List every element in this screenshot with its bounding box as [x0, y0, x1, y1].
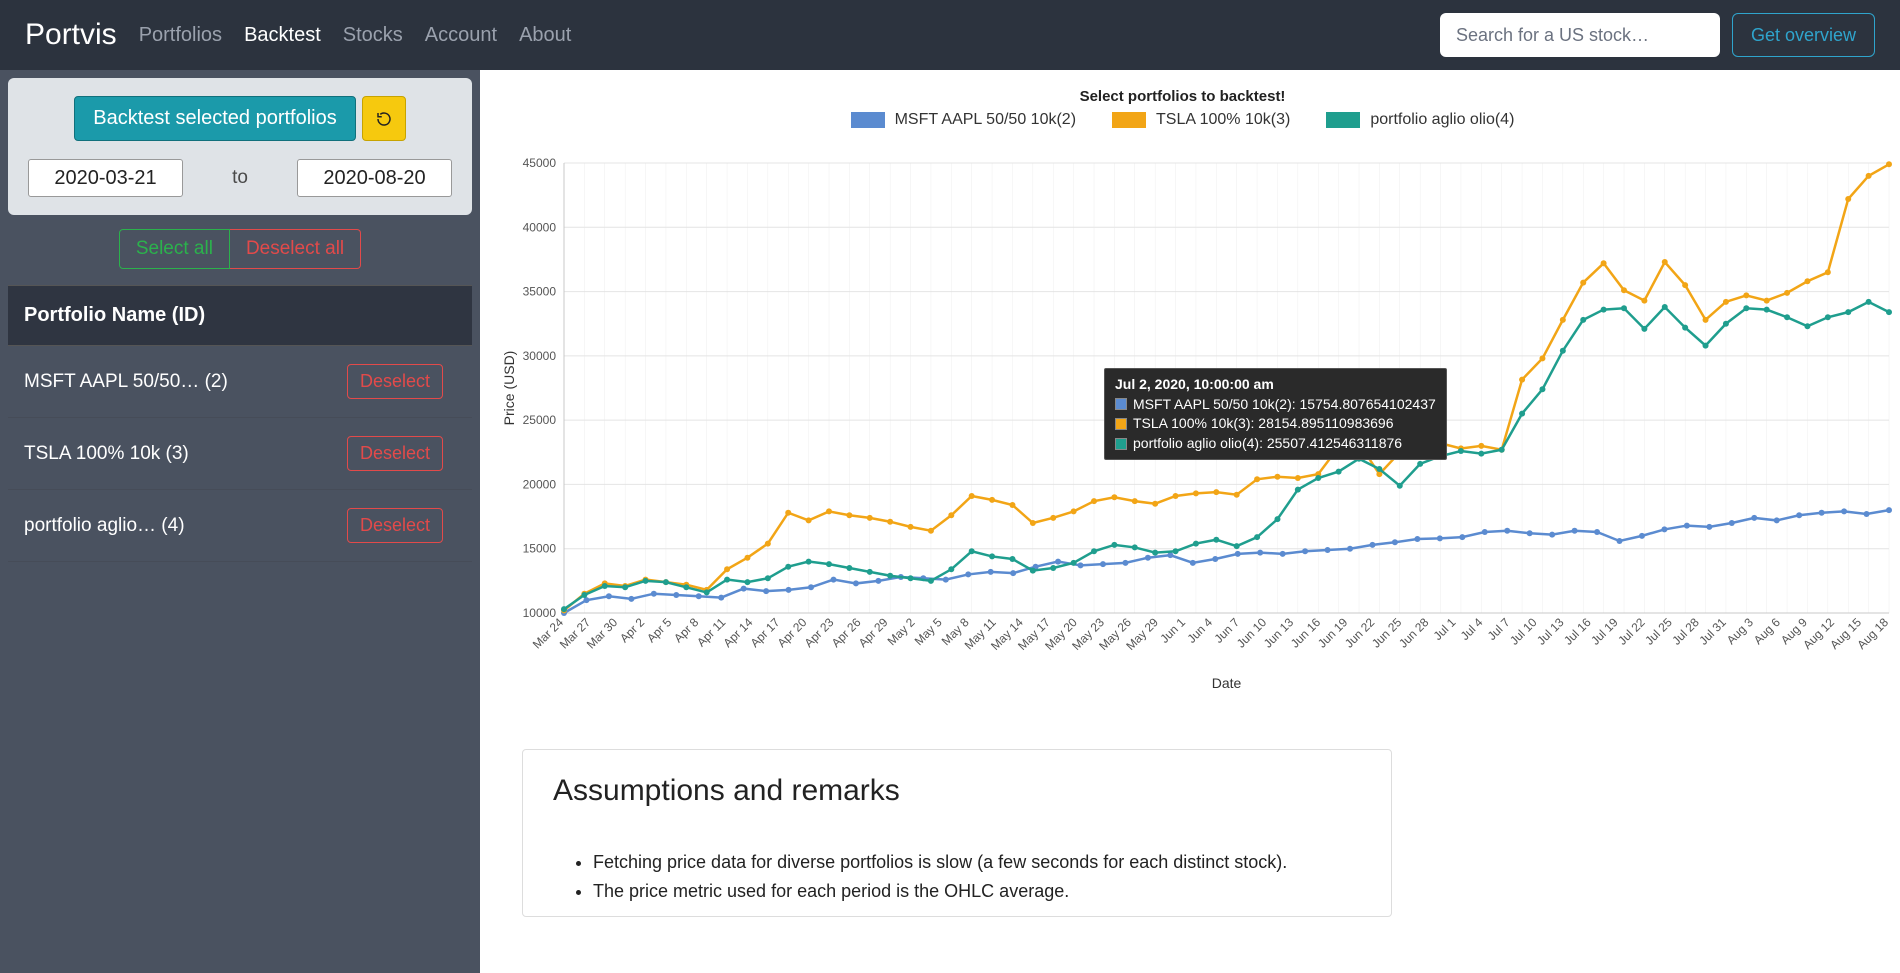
- svg-text:Aug 6: Aug 6: [1751, 615, 1783, 647]
- svg-text:Jul 19: Jul 19: [1588, 615, 1621, 648]
- svg-text:Aug 3: Aug 3: [1724, 615, 1756, 647]
- legend-item[interactable]: portfolio aglio olio(4): [1326, 111, 1514, 129]
- deselect-button[interactable]: Deselect: [347, 508, 443, 543]
- svg-text:Jun 4: Jun 4: [1184, 615, 1215, 646]
- svg-text:Jul 31: Jul 31: [1696, 615, 1729, 648]
- svg-text:Jul 10: Jul 10: [1507, 615, 1540, 648]
- date-from-input[interactable]: [28, 159, 183, 197]
- sidebar-panel: Backtest selected portfolios to: [8, 78, 472, 215]
- portfolio-name: TSLA 100% 10k (3): [24, 443, 334, 465]
- tooltip-date: Jul 2, 2020, 10:00:00 am: [1115, 375, 1436, 395]
- svg-text:Apr 23: Apr 23: [802, 615, 837, 650]
- chart-legend: MSFT AAPL 50/50 10k(2) TSLA 100% 10k(3) po…: [480, 111, 1885, 129]
- select-all-button[interactable]: Select all: [119, 229, 230, 269]
- legend-label: portfolio aglio olio(4): [1370, 111, 1514, 129]
- svg-text:20000: 20000: [523, 477, 557, 491]
- legend-swatch: [851, 112, 885, 128]
- svg-text:Jul 1: Jul 1: [1431, 615, 1459, 643]
- legend-label: TSLA 100% 10k(3): [1156, 111, 1290, 129]
- chart-area[interactable]: 10000 15000 20000 25000 30000 35000 40000 45000…: [494, 133, 1894, 723]
- svg-text:Apr 2: Apr 2: [617, 615, 647, 645]
- nav-link-stocks[interactable]: Stocks: [343, 24, 403, 47]
- remarks-heading: Assumptions and remarks: [553, 774, 1361, 808]
- svg-text:Jun 1: Jun 1: [1157, 615, 1188, 646]
- svg-text:Jul 16: Jul 16: [1561, 615, 1594, 648]
- svg-text:Apr 26: Apr 26: [829, 615, 864, 650]
- svg-text:Apr 5: Apr 5: [644, 615, 674, 645]
- svg-text:Jul 28: Jul 28: [1669, 615, 1702, 648]
- sidebar: Backtest selected portfolios to Select a…: [0, 70, 480, 973]
- nav-link-portfolios[interactable]: Portfolios: [139, 24, 222, 47]
- refresh-icon: [375, 110, 393, 128]
- nav-link-account[interactable]: Account: [425, 24, 497, 47]
- tooltip-swatch: [1115, 398, 1127, 410]
- svg-text:Apr 17: Apr 17: [748, 615, 783, 650]
- svg-text:Jun 28: Jun 28: [1396, 615, 1432, 651]
- deselect-all-button[interactable]: Deselect all: [230, 229, 361, 269]
- svg-text:Aug 18: Aug 18: [1854, 615, 1891, 652]
- deselect-button[interactable]: Deselect: [347, 436, 443, 471]
- deselect-button[interactable]: Deselect: [347, 364, 443, 399]
- chart-tooltip: Jul 2, 2020, 10:00:00 am MSFT AAPL 50/50…: [1104, 368, 1447, 460]
- svg-text:Apr 20: Apr 20: [775, 615, 810, 650]
- legend-item[interactable]: MSFT AAPL 50/50 10k(2): [851, 111, 1076, 129]
- remarks-list: Fetching price data for diverse portfoli…: [553, 848, 1361, 906]
- svg-text:Mar 30: Mar 30: [584, 615, 621, 652]
- svg-text:Jul 22: Jul 22: [1615, 615, 1648, 648]
- tooltip-row: TSLA 100% 10k(3): 28154.895110983696: [1115, 414, 1436, 434]
- nav-link-backtest[interactable]: Backtest: [244, 24, 321, 47]
- svg-text:Apr 14: Apr 14: [721, 615, 756, 650]
- legend-swatch: [1326, 112, 1360, 128]
- date-to-label: to: [232, 167, 248, 189]
- svg-text:15000: 15000: [523, 542, 557, 556]
- svg-text:Jul 13: Jul 13: [1534, 615, 1567, 648]
- main-content: Select portfolios to backtest! MSFT AAPL…: [480, 70, 1900, 973]
- backtest-button[interactable]: Backtest selected portfolios: [74, 96, 355, 141]
- svg-text:Price (USD): Price (USD): [501, 351, 517, 426]
- tooltip-row: portfolio aglio olio(4): 25507.412546311…: [1115, 434, 1436, 454]
- select-button-group: Select all Deselect all: [119, 229, 361, 269]
- chart-title: Select portfolios to backtest!: [480, 88, 1885, 105]
- svg-text:Jul 25: Jul 25: [1642, 615, 1675, 648]
- svg-text:May 2: May 2: [885, 615, 918, 648]
- portfolio-name: portfolio aglio… (4): [24, 515, 334, 537]
- legend-item[interactable]: TSLA 100% 10k(3): [1112, 111, 1290, 129]
- portfolio-name: MSFT AAPL 50/50… (2): [24, 371, 334, 393]
- table-header-name: Portfolio Name (ID): [24, 304, 334, 327]
- refresh-button[interactable]: [362, 96, 406, 141]
- remarks-card: Assumptions and remarks Fetching price d…: [522, 749, 1392, 917]
- svg-text:10000: 10000: [523, 606, 557, 620]
- svg-text:30000: 30000: [523, 349, 557, 363]
- brand[interactable]: Portvis: [25, 18, 117, 52]
- table-row: portfolio aglio… (4) Deselect: [8, 490, 472, 562]
- tooltip-swatch: [1115, 418, 1127, 430]
- svg-text:25000: 25000: [523, 413, 557, 427]
- tooltip-text: TSLA 100% 10k(3): 28154.895110983696: [1133, 414, 1394, 434]
- date-to-input[interactable]: [297, 159, 452, 197]
- tooltip-swatch: [1115, 438, 1127, 450]
- legend-swatch: [1112, 112, 1146, 128]
- nav-link-about[interactable]: About: [519, 24, 571, 47]
- remarks-bullet: The price metric used for each period is…: [593, 877, 1361, 906]
- tooltip-text: MSFT AAPL 50/50 10k(2): 15754.8076541024…: [1133, 395, 1436, 415]
- svg-text:35000: 35000: [523, 285, 557, 299]
- legend-label: MSFT AAPL 50/50 10k(2): [895, 111, 1076, 129]
- portfolio-table: Portfolio Name (ID) MSFT AAPL 50/50… (2)…: [8, 285, 472, 562]
- get-overview-button[interactable]: Get overview: [1732, 13, 1875, 57]
- navbar: Portvis Portfolios Backtest Stocks Account A…: [0, 0, 1900, 70]
- table-row: TSLA 100% 10k (3) Deselect: [8, 418, 472, 490]
- svg-text:45000: 45000: [523, 156, 557, 170]
- svg-text:May 5: May 5: [912, 615, 945, 648]
- portfolio-rows: MSFT AAPL 50/50… (2)DeselectTSLA 100% 10…: [8, 346, 472, 562]
- nav-links: Portfolios Backtest Stocks Account About: [139, 24, 572, 47]
- svg-text:Date: Date: [1212, 675, 1242, 691]
- svg-text:Jul 4: Jul 4: [1458, 615, 1486, 643]
- table-row: MSFT AAPL 50/50… (2) Deselect: [8, 346, 472, 418]
- svg-text:Apr 29: Apr 29: [856, 615, 891, 650]
- search-input[interactable]: [1440, 13, 1720, 57]
- tooltip-row: MSFT AAPL 50/50 10k(2): 15754.8076541024…: [1115, 395, 1436, 415]
- remarks-bullet: Fetching price data for diverse portfoli…: [593, 848, 1361, 877]
- svg-text:40000: 40000: [523, 220, 557, 234]
- tooltip-text: portfolio aglio olio(4): 25507.412546311…: [1133, 434, 1402, 454]
